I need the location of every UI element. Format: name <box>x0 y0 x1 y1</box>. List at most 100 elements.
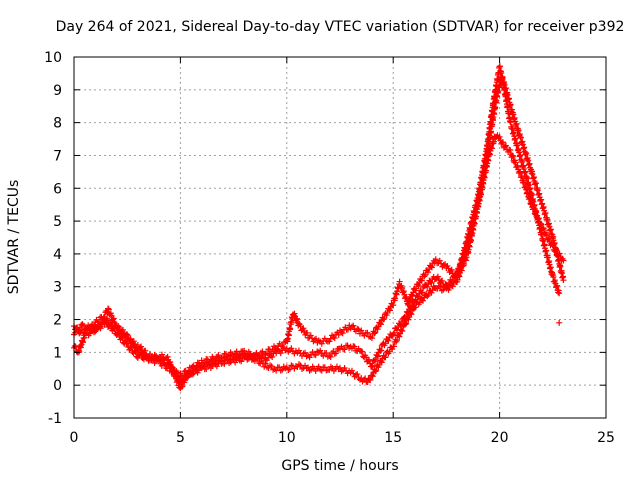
data-point <box>105 306 112 313</box>
data-point <box>366 356 373 363</box>
y-tick-label: 9 <box>53 83 62 99</box>
data-point <box>291 310 298 317</box>
data-point <box>404 309 411 316</box>
data-point <box>501 143 508 150</box>
y-tick-label: 1 <box>53 345 62 361</box>
data-point <box>221 360 228 367</box>
data-point <box>224 357 231 364</box>
data-point <box>97 323 104 330</box>
x-tick-label: 25 <box>597 430 615 446</box>
data-point <box>512 159 519 166</box>
data-point <box>394 337 400 344</box>
data-point <box>425 269 432 276</box>
data-point <box>300 325 307 332</box>
data-point <box>302 349 309 356</box>
data-point <box>390 343 397 350</box>
data-point <box>403 320 410 327</box>
data-point <box>407 304 414 311</box>
y-tick-label: 6 <box>53 181 62 197</box>
data-point <box>399 328 406 335</box>
y-tick-label: 7 <box>53 148 62 164</box>
data-point <box>419 289 426 296</box>
y-tick-label: 0 <box>53 378 62 394</box>
data-point <box>276 364 283 371</box>
data-point <box>424 283 431 290</box>
data-point <box>514 162 521 169</box>
y-axis-label: SDTVAR / TECUs <box>6 180 22 295</box>
data-point <box>405 310 412 317</box>
data-point <box>428 264 435 271</box>
data-point <box>424 293 431 300</box>
data-point <box>391 329 398 336</box>
data-point <box>355 326 362 333</box>
data-point <box>427 263 434 270</box>
data-point <box>307 332 314 339</box>
data-point <box>396 333 403 340</box>
data-point <box>293 316 300 323</box>
data-point <box>116 327 123 334</box>
x-tick-label: 20 <box>491 430 509 446</box>
data-point <box>326 338 333 345</box>
data-point <box>269 354 276 361</box>
data-point <box>119 331 126 338</box>
data-point <box>415 282 422 289</box>
data-point <box>500 139 507 146</box>
data-point <box>496 133 503 140</box>
y-tick-label: 5 <box>53 214 62 230</box>
y-tick-label: 10 <box>44 50 62 66</box>
data-point <box>132 349 139 356</box>
data-point <box>166 362 173 369</box>
data-point <box>226 352 233 359</box>
data-point <box>386 307 393 314</box>
y-tick-label: 4 <box>53 247 62 263</box>
axis-ticks: 0 5 10 15 20 25 -1 0 1 2 3 4 5 6 7 8 9 10 <box>44 50 615 446</box>
x-tick-label: 5 <box>176 430 185 446</box>
data-point <box>373 367 380 374</box>
grid <box>74 57 606 418</box>
data-point <box>434 273 441 280</box>
data-point <box>400 288 407 295</box>
data-point <box>174 377 181 384</box>
data-point <box>130 338 137 345</box>
data-point <box>403 293 410 300</box>
chart-title: Day 264 of 2021, Sidereal Day-to-day VTE… <box>56 19 625 35</box>
data-point <box>179 383 186 390</box>
data-point <box>350 322 357 329</box>
x-tick-label: 0 <box>70 430 79 446</box>
y-tick-label: 8 <box>53 116 62 132</box>
data-point <box>367 377 374 384</box>
data-point <box>201 359 208 366</box>
data-point <box>422 272 429 279</box>
data-point <box>560 277 567 284</box>
data-point <box>359 348 366 355</box>
data-point <box>134 341 141 348</box>
data-point <box>142 347 149 354</box>
data-point <box>105 317 112 324</box>
plot-frame <box>73 56 607 419</box>
data-point <box>439 277 446 284</box>
data-point <box>88 326 95 333</box>
y-tick-label: 2 <box>53 313 62 329</box>
data-point <box>378 359 385 366</box>
data-point <box>335 331 342 338</box>
data-point <box>358 327 365 334</box>
data-point <box>311 336 318 343</box>
data-point <box>425 291 432 298</box>
data-point <box>408 311 415 318</box>
data-point <box>331 350 338 357</box>
data-point <box>108 319 115 326</box>
data-point <box>294 315 301 322</box>
data-point <box>385 337 392 344</box>
data-point <box>375 353 381 360</box>
data-point <box>339 330 346 337</box>
data-point <box>354 325 361 332</box>
data-point <box>81 334 88 341</box>
y-tick-label: 3 <box>53 280 62 296</box>
data-point <box>169 367 176 374</box>
data-point <box>409 293 416 300</box>
data-point <box>428 289 435 296</box>
data-point <box>396 278 403 285</box>
data-point <box>183 372 190 379</box>
